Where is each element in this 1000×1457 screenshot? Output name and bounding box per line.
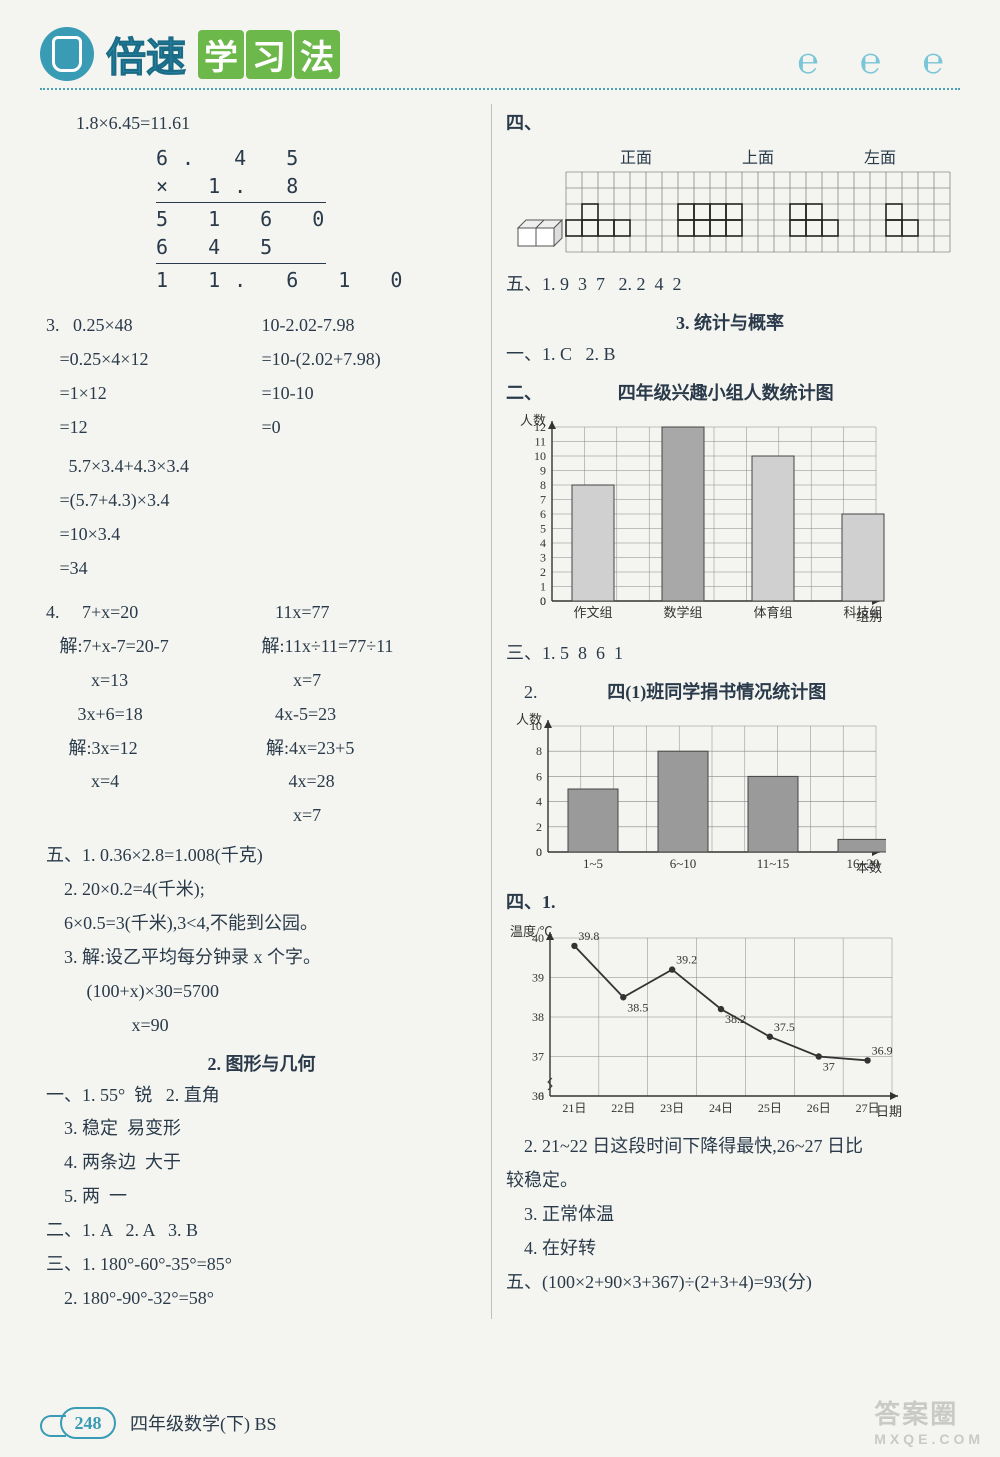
views-grid-wrap: 正面 上面 左面: [510, 144, 954, 263]
svg-text:36.9: 36.9: [872, 1044, 893, 1058]
decorative-squiggle: ℮ ℮ ℮: [797, 40, 960, 82]
svg-text:39: 39: [532, 971, 544, 985]
right-column: 四、 正面 上面 左面 五、1. 9 3 7 2. 2 4 2 3. 统计与概率…: [500, 104, 960, 1319]
svg-text:3: 3: [540, 550, 546, 564]
svg-text:8: 8: [540, 478, 546, 492]
svg-text:11~15: 11~15: [757, 856, 790, 871]
svg-text:科技组: 科技组: [843, 605, 882, 620]
svg-text:39.2: 39.2: [676, 953, 697, 967]
brand-blue: 倍速: [106, 25, 186, 83]
svg-text:8: 8: [536, 744, 542, 758]
svg-text:数学组: 数学组: [663, 605, 702, 620]
svg-text:4: 4: [540, 536, 546, 550]
svg-text:21日: 21日: [562, 1101, 586, 1115]
svg-text:24日: 24日: [709, 1101, 733, 1115]
svg-text:人数: 人数: [516, 712, 542, 727]
svg-text:38.5: 38.5: [627, 1001, 648, 1015]
svg-text:25日: 25日: [758, 1101, 782, 1115]
svg-text:体育组: 体育组: [753, 605, 792, 620]
svg-text:作文组: 作文组: [573, 605, 612, 620]
svg-text:37.5: 37.5: [774, 1020, 795, 1034]
page-number-badge: 248: [60, 1407, 116, 1439]
svg-text:1~5: 1~5: [583, 856, 603, 871]
page-footer: 248 四年级数学(下) BS: [60, 1407, 277, 1439]
svg-text:39.8: 39.8: [578, 929, 599, 943]
svg-text:1: 1: [540, 579, 546, 593]
svg-text:26日: 26日: [807, 1101, 831, 1115]
svg-text:38: 38: [532, 1010, 544, 1024]
section-3-title: 3. 统计与概率: [506, 309, 954, 335]
svg-text:16~20: 16~20: [846, 856, 879, 871]
page-header: 倍速 学 习 法 ℮ ℮ ℮: [40, 20, 960, 90]
svg-text:11: 11: [534, 434, 546, 448]
svg-text:10: 10: [534, 449, 546, 463]
svg-text:38.2: 38.2: [725, 1013, 746, 1027]
section-2-title: 2. 图形与几何: [46, 1050, 477, 1076]
svg-text:2: 2: [540, 565, 546, 579]
svg-text:4: 4: [536, 794, 542, 808]
svg-text:6~10: 6~10: [670, 856, 697, 871]
left-column: 1.8×6.45=11.61 6. 4 5 × 1. 8 5 1 6 0 6 4…: [40, 104, 483, 1319]
footer-caption: 四年级数学(下) BS: [130, 1410, 277, 1436]
brand-green: 学 习 法: [198, 30, 340, 79]
svg-text:5: 5: [540, 521, 546, 535]
bar-chart-1: 0123456789101112人数组别作文组数学组体育组科技组0: [506, 409, 886, 629]
svg-text:日期: 日期: [876, 1104, 902, 1119]
svg-text:27日: 27日: [856, 1101, 880, 1115]
watermark: 答案圈 MXQE.COM: [874, 1394, 984, 1447]
svg-text:22日: 22日: [611, 1101, 635, 1115]
svg-text:温度/℃: 温度/℃: [510, 924, 553, 939]
svg-text:2: 2: [536, 819, 542, 833]
bar-chart-2: 0246810人数本数1~56~1011~1516~200: [506, 708, 886, 878]
svg-text:6: 6: [540, 507, 546, 521]
logo-icon: [40, 27, 94, 81]
svg-text:0: 0: [536, 845, 542, 859]
svg-text:7: 7: [540, 492, 546, 506]
svg-text:0: 0: [538, 1089, 544, 1103]
svg-text:23日: 23日: [660, 1101, 684, 1115]
vertical-multiplication: 6. 4 5 × 1. 8 5 1 6 0 6 4 5 1 1. 6 1 0: [156, 144, 477, 294]
line-chart: 3637383940温度/℃日期039.821日38.522日39.223日38…: [506, 922, 906, 1122]
svg-text:6: 6: [536, 769, 542, 783]
views-grid: [510, 168, 954, 258]
svg-text:0: 0: [540, 594, 546, 608]
svg-text:9: 9: [540, 463, 546, 477]
svg-text:人数: 人数: [520, 413, 546, 428]
eq-line: 1.8×6.45=11.61: [46, 110, 477, 138]
svg-text:37: 37: [823, 1060, 835, 1074]
svg-text:37: 37: [532, 1050, 544, 1064]
